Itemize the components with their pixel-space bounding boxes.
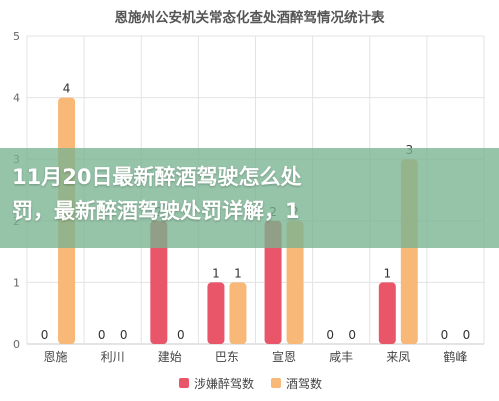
bar-value-label: 0 <box>441 328 449 342</box>
bar-value-label: 0 <box>41 328 49 342</box>
bar <box>207 282 225 344</box>
y-tick-label: 1 <box>13 276 20 289</box>
bar <box>229 282 247 344</box>
article-title-line-1: 11月20日最新醉酒驾驶怎么处 <box>12 165 302 189</box>
x-tick-label: 咸丰 <box>329 350 353 364</box>
x-tick-label: 宣恩 <box>272 349 296 364</box>
x-tick-label: 利川 <box>101 350 125 364</box>
y-tick-label: 0 <box>13 338 20 351</box>
article-title-banner: 11月20日最新醉酒驾驶怎么处 罚，最新醉酒驾驶处罚详解，1 <box>0 148 499 248</box>
bar <box>150 220 168 344</box>
x-tick-label: 建始 <box>158 350 182 364</box>
bar-value-label: 0 <box>98 328 106 342</box>
legend-swatch <box>179 378 189 388</box>
bar-value-label: 1 <box>383 266 391 280</box>
chart-title: 恩施州公安机关常态化查处酒醉驾情况统计表 <box>114 10 385 26</box>
legend-swatch <box>271 378 281 388</box>
x-tick-label: 鹤峰 <box>443 349 467 364</box>
bar-value-label: 0 <box>120 328 128 342</box>
x-tick-label: 巴东 <box>215 350 239 364</box>
bar-value-label: 4 <box>63 82 71 96</box>
x-tick-label: 恩施 <box>44 350 68 364</box>
bar <box>286 220 304 344</box>
bar-value-label: 0 <box>326 328 334 342</box>
bar-value-label: 1 <box>234 266 242 280</box>
legend-label: 涉嫌醉驾数 <box>194 376 254 391</box>
article-title: 11月20日最新醉酒驾驶怎么处 罚，最新醉酒驾驶处罚详解，1 <box>12 160 496 228</box>
bar-value-label: 0 <box>177 328 185 342</box>
bar-value-label: 1 <box>212 266 220 280</box>
y-tick-label: 5 <box>13 30 20 43</box>
bar <box>378 282 396 344</box>
article-title-line-2: 罚，最新醉酒驾驶处罚详解，1 <box>12 199 300 223</box>
legend-label: 酒驾数 <box>286 376 322 391</box>
bar-value-label: 0 <box>463 328 471 342</box>
y-tick-label: 4 <box>13 92 20 105</box>
bar-value-label: 0 <box>348 328 356 342</box>
x-tick-label: 来凤 <box>386 350 410 364</box>
bar <box>264 220 282 344</box>
